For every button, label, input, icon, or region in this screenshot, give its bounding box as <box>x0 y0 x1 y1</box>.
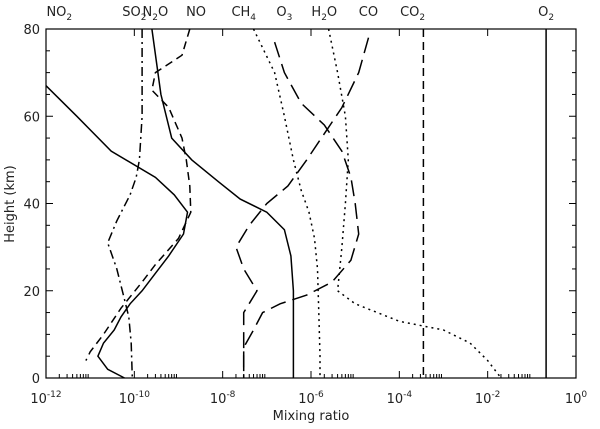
series-label-o3: O3 <box>276 5 292 23</box>
y-tick-label: 20 <box>23 285 40 300</box>
series-line-so2 <box>106 29 143 379</box>
series-line-co <box>235 37 370 378</box>
x-axis-label: Mixing ratio <box>273 409 350 424</box>
series-label-no: NO <box>186 5 206 20</box>
y-tick-label: 40 <box>23 198 40 213</box>
y-axis-ticks: 0 20 40 60 80 <box>23 23 576 387</box>
series-label-co2: CO2 <box>400 5 425 23</box>
series-label-n2o: N2O <box>143 5 169 23</box>
x-tick-label: 10-8 <box>210 390 236 407</box>
series-label-co: CO <box>359 5 378 20</box>
series-layer <box>45 28 547 379</box>
series-label-ch4: CH4 <box>231 5 256 23</box>
x-axis-ticks: 10-12 10-10 10-8 10-6 10-4 10-2 100 <box>30 29 587 407</box>
series-line-o3 <box>242 41 360 378</box>
x-tick-label: 10-6 <box>298 390 324 407</box>
series-label-o2: O2 <box>538 5 554 23</box>
series-label-no2: NO2 <box>46 5 72 23</box>
x-tick-label: 10-10 <box>119 390 151 407</box>
y-tick-label: 60 <box>23 110 40 125</box>
x-tick-label: 10-4 <box>387 390 413 407</box>
x-tick-label: 100 <box>565 390 588 407</box>
series-label-h2o: H2O <box>311 5 337 23</box>
y-tick-label: 80 <box>23 23 40 38</box>
x-tick-label: 10-2 <box>475 390 501 407</box>
series-label-so2: SO2 <box>122 5 146 23</box>
series-line-no2 <box>45 85 189 379</box>
series-line-no <box>85 28 192 361</box>
y-tick-label: 0 <box>32 372 40 387</box>
series-line-ch4 <box>252 28 321 378</box>
series-line-n2o <box>151 28 295 378</box>
y-axis-label: Height (km) <box>3 165 18 242</box>
x-tick-label: 10-12 <box>30 390 61 407</box>
